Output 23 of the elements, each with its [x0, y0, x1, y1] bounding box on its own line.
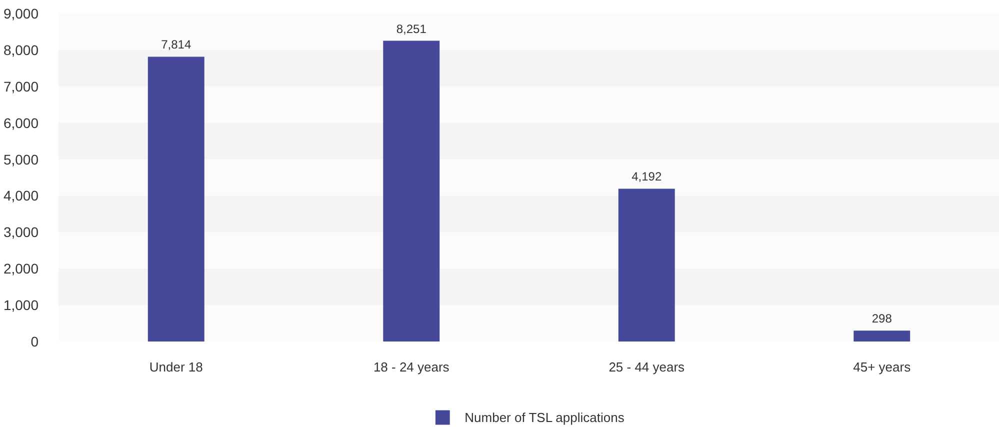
- y-tick-label: 8,000: [3, 42, 39, 58]
- bar: [148, 56, 204, 342]
- y-tick-label: 1,000: [3, 297, 39, 314]
- text: 7,814: [161, 38, 192, 52]
- y-tick-label: 2,000: [3, 260, 39, 277]
- bar: [854, 330, 910, 342]
- bar: [618, 188, 675, 342]
- y-tick-label: 0: [30, 334, 39, 350]
- y-tick-label: 6,000: [3, 114, 39, 131]
- y-tick-label: 7,000: [3, 78, 39, 94]
- x-tick-label: 25 - 44 years: [608, 360, 686, 374]
- legend-label: Number of TSL applications: [464, 410, 624, 424]
- y-tick-label: 4,000: [3, 188, 39, 204]
- y-tick-label: 9,000: [3, 6, 39, 22]
- y-tick-label: 5,000: [3, 151, 39, 168]
- x-tick-label: Under 18: [149, 360, 203, 374]
- text: 298: [872, 312, 892, 326]
- bar: [383, 40, 440, 342]
- y-tick-label: 3,000: [3, 224, 39, 240]
- x-tick-label: 45+ years: [853, 360, 912, 374]
- text: 8,251: [396, 22, 426, 36]
- x-tick-label: 18 - 24 years: [373, 360, 450, 374]
- text: 4,192: [632, 170, 662, 184]
